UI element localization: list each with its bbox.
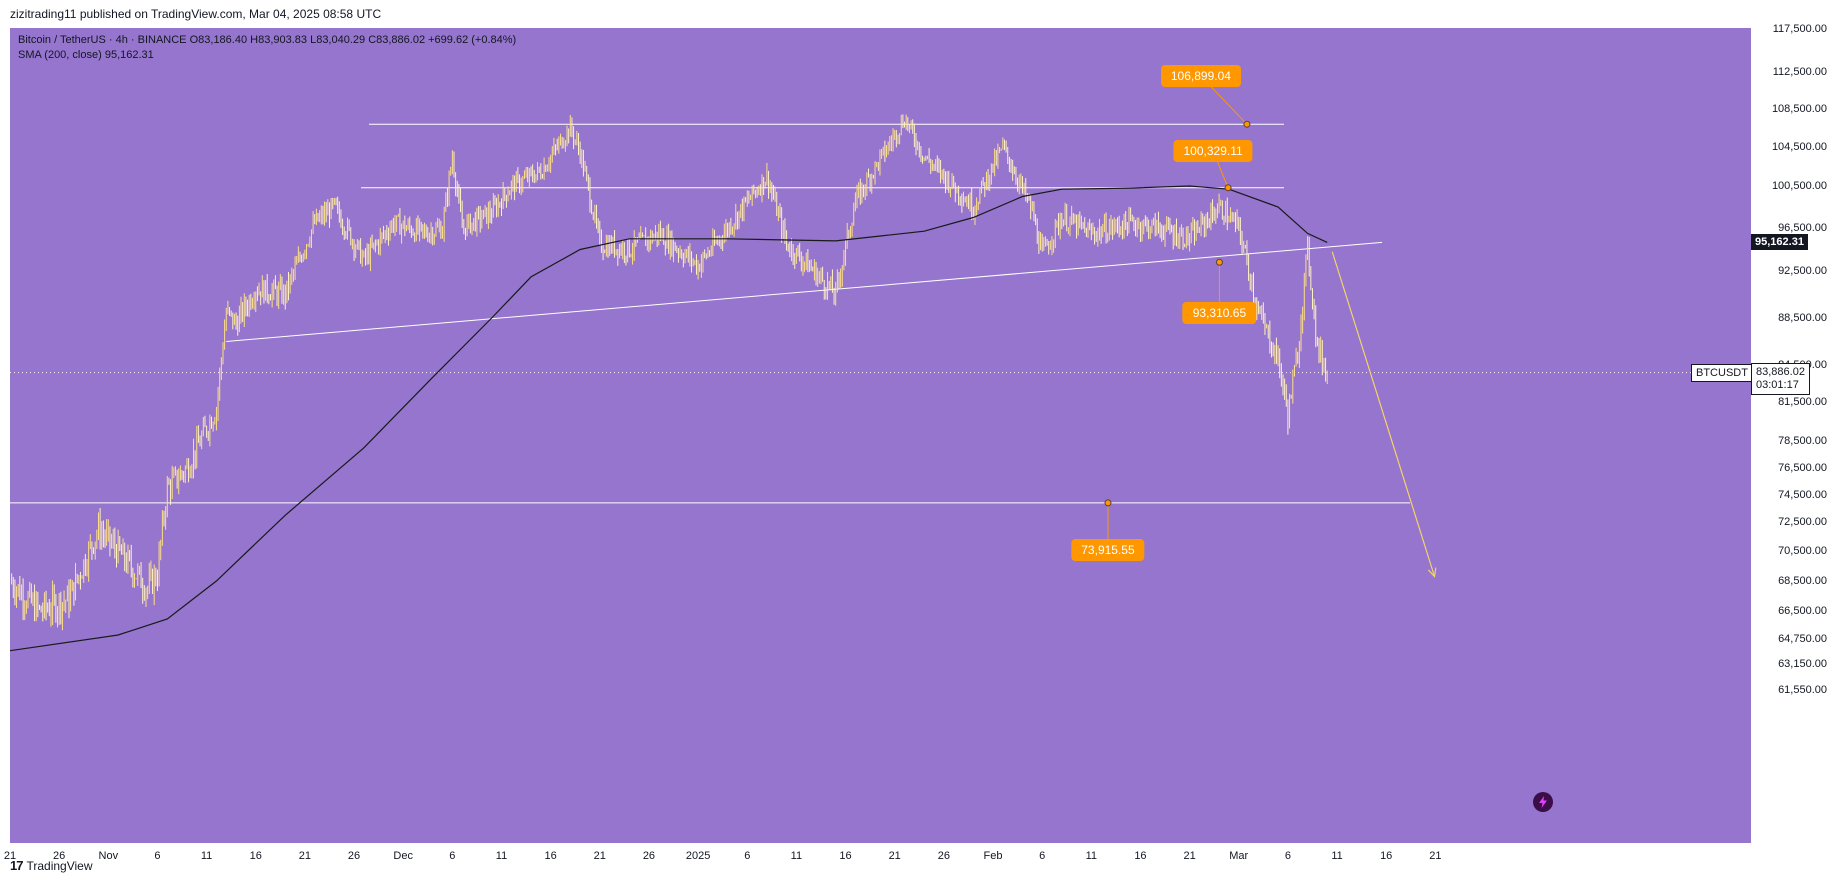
- annotation-dot-0: [1243, 120, 1251, 128]
- price-tick-label: 78,500.00: [1778, 435, 1827, 447]
- tradingview-logo-icon: 17: [10, 858, 24, 873]
- symbol-price-tag: BTCUSDT: [1691, 363, 1753, 382]
- time-tick-label: 21: [3, 850, 17, 862]
- time-tick-label: Feb: [983, 850, 1003, 862]
- time-tick-label: 21: [888, 850, 901, 862]
- sma-legend: SMA (200, close) 95,162.31: [18, 49, 154, 61]
- tradingview-logo-text: TradingView: [26, 858, 93, 873]
- annotation-callout[interactable]: 100,329.11: [1173, 139, 1253, 162]
- time-tick-label: 16: [249, 850, 262, 862]
- price-tick-label: 63,150.00: [1778, 658, 1827, 670]
- price-tick-label: 81,500.00: [1778, 396, 1827, 408]
- ohlc-values: O83,186.40 H83,903.83 L83,040.29 C83,886…: [189, 34, 517, 46]
- price-tick-label: 112,500.00: [1772, 66, 1827, 78]
- projection-arrow-line: [1331, 251, 1436, 577]
- annotation-dot-3: [1104, 499, 1112, 507]
- price-tick-label: 108,500.00: [1771, 103, 1827, 115]
- symbol-header: Bitcoin / TetherUS · 4h · BINANCE O83,18…: [18, 34, 516, 46]
- time-axis[interactable]: 21 26 Nov 6 11 16 21 26 Dec 6 11 16 21 26 2025 6 11 16 21 2…: [0, 843, 1751, 865]
- sma200-line: [10, 185, 1328, 652]
- projection-arrow-head: [1427, 567, 1437, 578]
- time-tick-label: 11: [200, 850, 213, 862]
- last-price-tag: 83,886.02 03:01:17: [1751, 362, 1810, 395]
- time-tick-label: 16: [544, 850, 557, 862]
- bar-countdown: 03:01:17: [1756, 378, 1799, 391]
- chart-plot-area[interactable]: Bitcoin / TetherUS · 4h · BINANCE O83,18…: [10, 28, 1751, 843]
- price-axis[interactable]: 117,500.00 112,500.00 108,500.00 104,500.00…: [1751, 23, 1835, 843]
- price-tick-label: 72,500.00: [1778, 516, 1827, 528]
- lightning-icon[interactable]: [1533, 792, 1553, 812]
- time-tick-label: 6: [154, 850, 161, 862]
- time-tick-label: 26: [53, 850, 66, 862]
- time-tick-label: 11: [790, 850, 803, 862]
- annotation-callout[interactable]: 73,915.55: [1071, 538, 1145, 561]
- time-tick-label: 26: [347, 850, 361, 862]
- annotation-callout[interactable]: 93,310.65: [1182, 302, 1257, 325]
- time-tick-label: 6: [744, 850, 751, 862]
- price-tick-label: 68,500.00: [1778, 575, 1827, 587]
- time-tick-label: 2025: [685, 850, 711, 862]
- price-tick-label: 76,500.00: [1778, 462, 1827, 474]
- time-tick-label: 21: [298, 850, 312, 862]
- symbol-title[interactable]: Bitcoin / TetherUS · 4h · BINANCE: [18, 34, 187, 46]
- price-tick-label: 64,750.00: [1778, 633, 1827, 645]
- time-tick-label: 16: [839, 850, 852, 862]
- price-tick-label: 92,500.00: [1778, 265, 1827, 277]
- publisher-text: zizitrading11 published on TradingView.c…: [10, 7, 382, 21]
- time-tick-label: 11: [1085, 850, 1098, 862]
- time-tick-label: 11: [495, 850, 508, 862]
- annotation-dot-1: [1224, 184, 1232, 192]
- time-axis-bar: 21 26 Nov 6 11 16 21 26 Dec 6 11 16 21 26 2025 6 11 16 21 2…: [0, 843, 1835, 883]
- tradingview-logo[interactable]: 17 TradingView: [10, 858, 93, 873]
- time-tick-label: 16: [1134, 850, 1147, 862]
- last-price-value: 83,886.02: [1756, 365, 1805, 378]
- price-tick-label: 117,500.00: [1772, 23, 1827, 35]
- price-tick-label: 104,500.00: [1771, 141, 1827, 153]
- time-tick-label: 6: [449, 850, 456, 862]
- time-tick-label: 6: [1284, 850, 1291, 862]
- annotation-dot-2: [1215, 258, 1223, 266]
- time-tick-label: 11: [1331, 850, 1343, 862]
- price-tick-label: 88,500.00: [1778, 312, 1827, 324]
- time-tick-label: 21: [1429, 850, 1442, 862]
- support-trendline: [226, 241, 1383, 342]
- annotation-callout[interactable]: 106,899.04: [1160, 65, 1241, 88]
- price-tick-label: 100,500.00: [1771, 180, 1827, 192]
- price-tick-label: 74,500.00: [1778, 489, 1827, 501]
- time-tick-label: 21: [1183, 850, 1196, 862]
- price-tick-label: 66,500.00: [1778, 605, 1827, 617]
- time-tick-label: Nov: [98, 850, 119, 862]
- time-tick-label: Dec: [393, 850, 413, 862]
- sma-legend-value: 95,162.31: [104, 49, 154, 61]
- sma-price-tag: 95,162.31: [1751, 234, 1808, 251]
- publisher-bar: zizitrading11 published on TradingView.c…: [0, 0, 1835, 28]
- price-tick-label: 96,500.00: [1778, 222, 1827, 234]
- time-tick-label: 26: [937, 850, 950, 862]
- price-tick-label: 70,500.00: [1778, 545, 1827, 557]
- time-tick-label: 21: [593, 850, 606, 862]
- sma-legend-label[interactable]: SMA (200, close): [18, 49, 102, 61]
- price-tick-label: 61,550.00: [1778, 684, 1827, 696]
- chart-svg: [10, 75, 1751, 652]
- candles: [11, 114, 1328, 631]
- time-tick-label: 6: [1039, 850, 1046, 862]
- time-tick-label: 26: [642, 850, 656, 862]
- time-tick-label: 16: [1380, 850, 1393, 862]
- time-tick-label: Mar: [1229, 850, 1249, 862]
